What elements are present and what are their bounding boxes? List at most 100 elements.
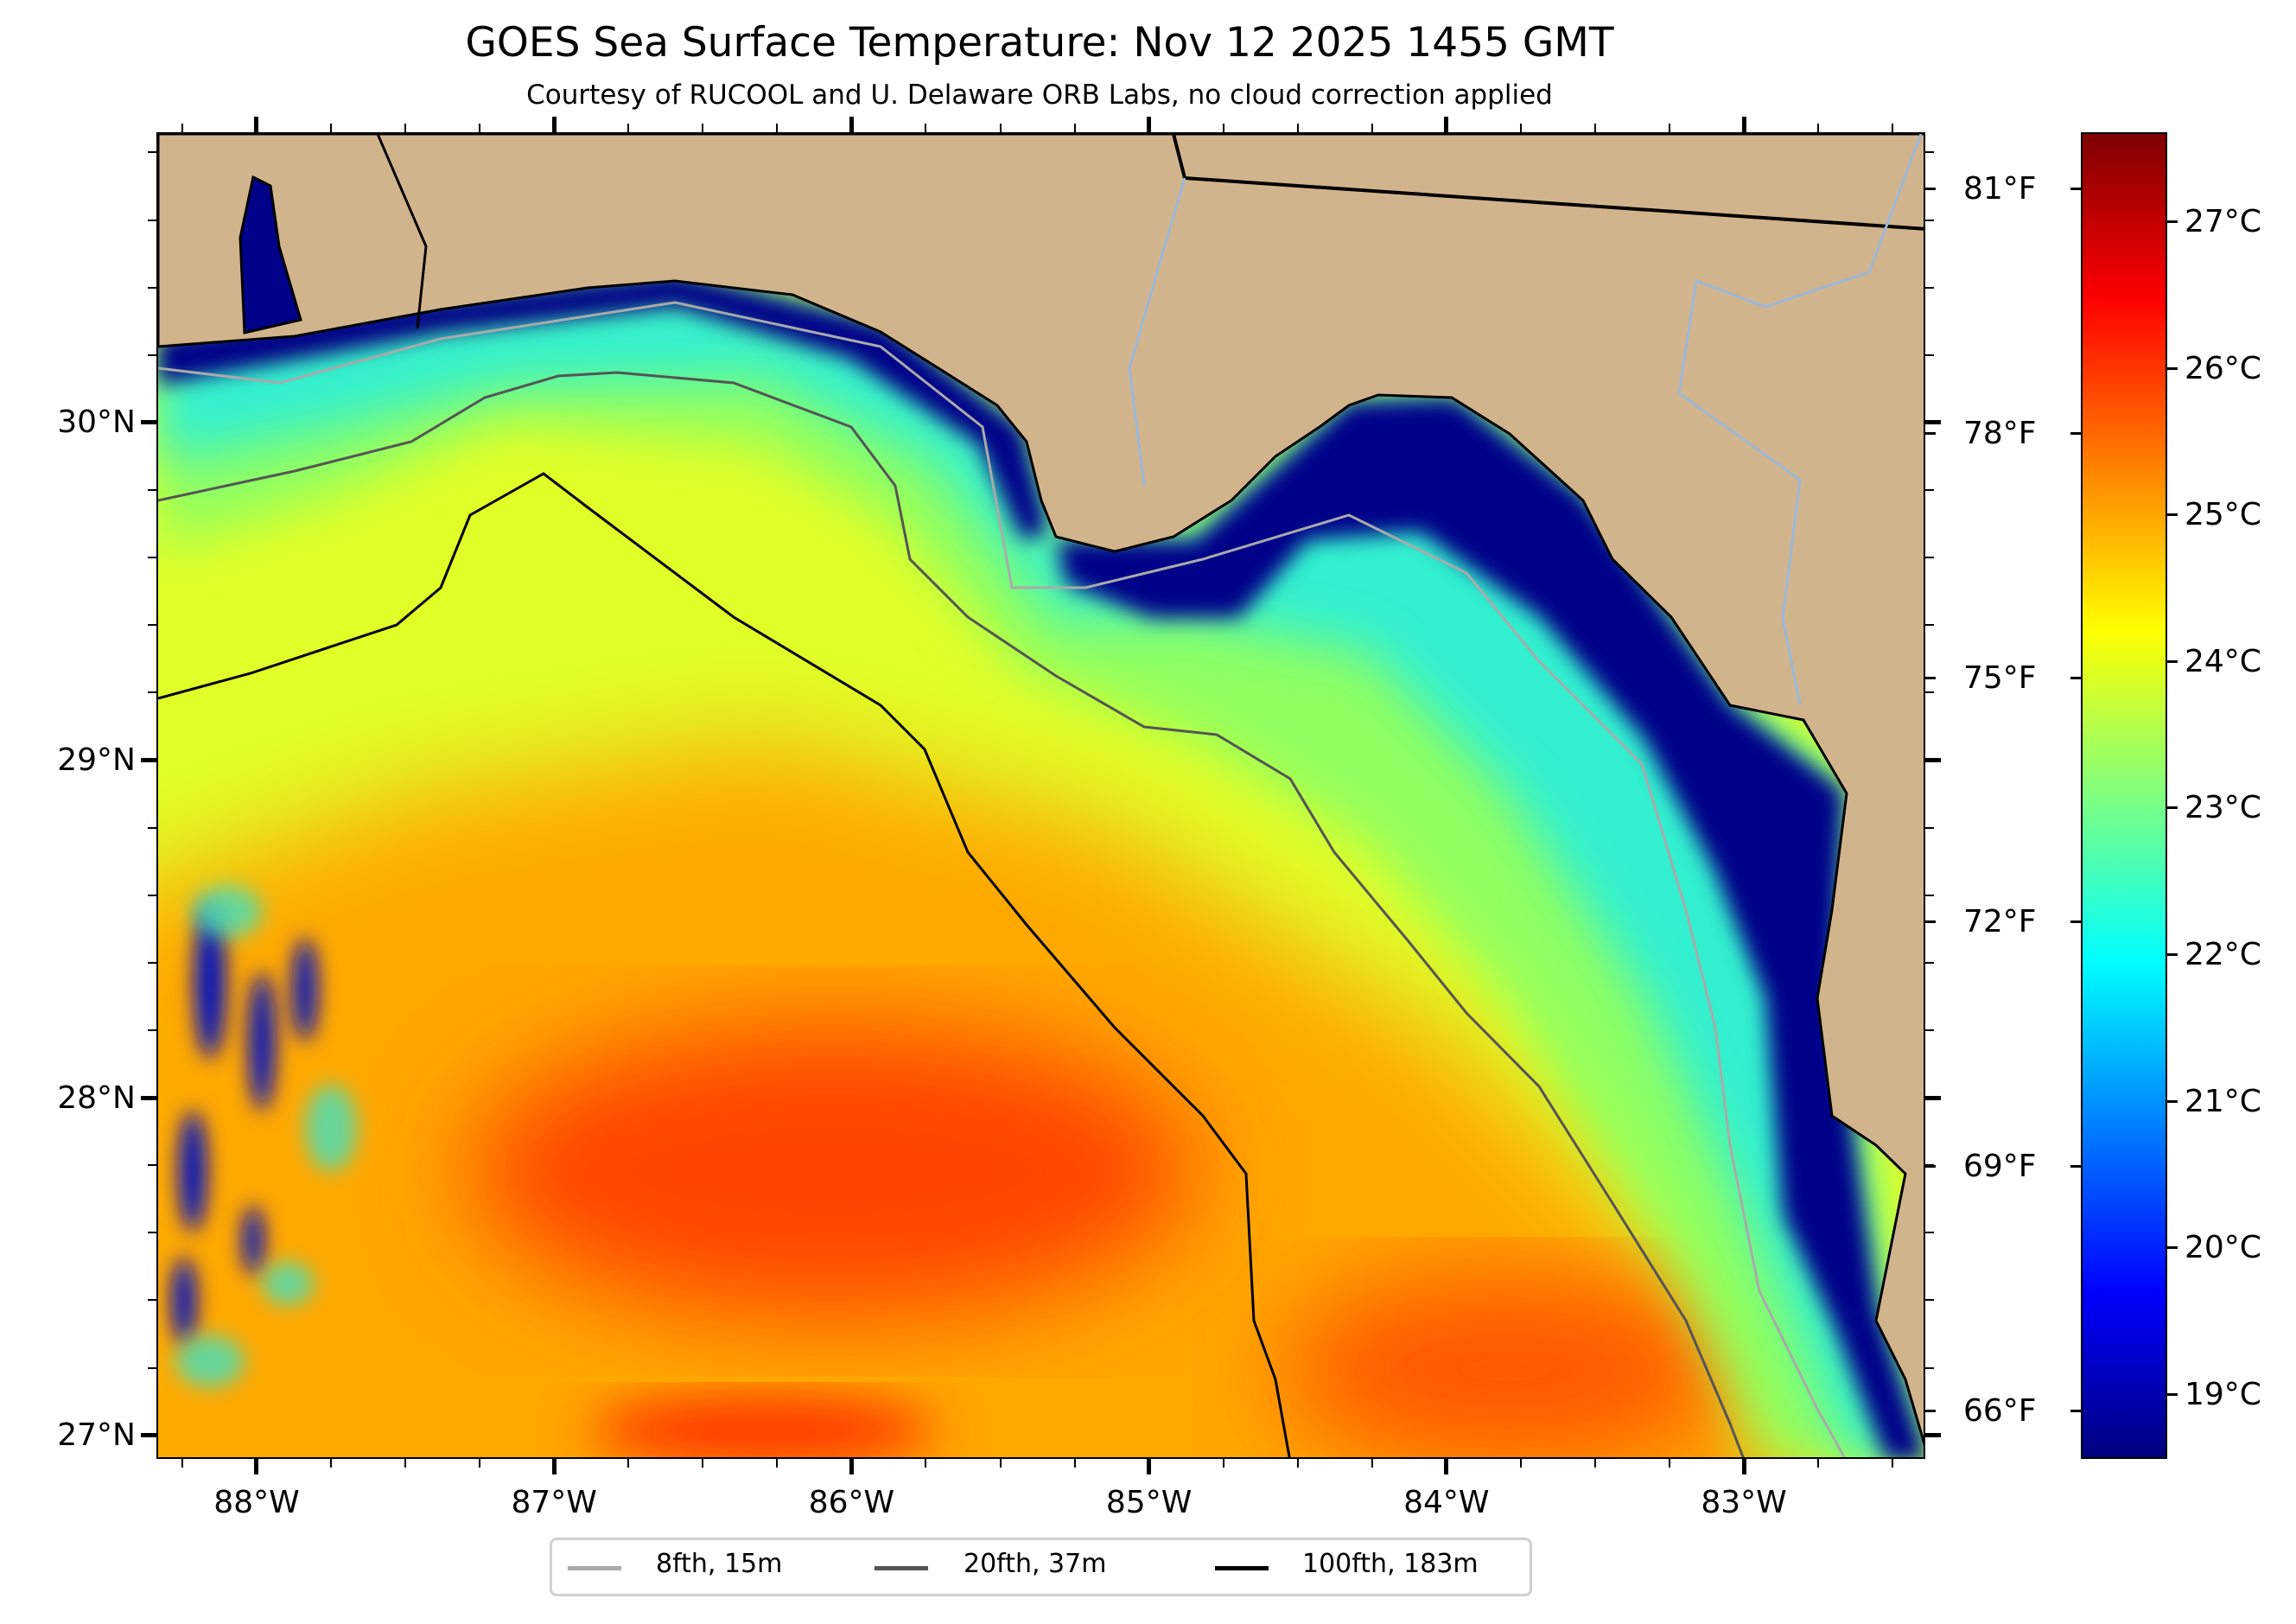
lat-minor-tick-right (1925, 489, 1934, 492)
lon-minor-tick-bottom (1222, 1459, 1224, 1468)
celsius-tick-label: 23°C (2185, 790, 2261, 826)
lon-minor-tick-bottom (627, 1459, 630, 1468)
state-border-al-fl (376, 134, 428, 329)
lon-minor-tick-top (1296, 124, 1299, 132)
lat-tick-label: 30°N (57, 404, 136, 441)
lon-minor-tick-top (1668, 124, 1670, 132)
sst-navy-northcoast (158, 272, 1048, 540)
fahrenheit-tick-colorbar (2070, 920, 2081, 924)
lon-minor-tick-bottom (776, 1459, 779, 1468)
celsius-tick-label: 24°C (2185, 643, 2261, 679)
fahrenheit-tick-label: 75°F (1963, 659, 2037, 696)
lon-minor-tick-bottom (1593, 1459, 1596, 1468)
lat-minor-tick-right (1925, 286, 1934, 289)
lat-minor-tick-right (1925, 894, 1934, 896)
lon-minor-tick-bottom (925, 1459, 927, 1468)
lat-major-tick-left (141, 1433, 156, 1438)
celsius-tick-label: 19°C (2185, 1376, 2261, 1412)
river-apalachicola (1128, 177, 1186, 487)
sst-navy-bigbend (1057, 398, 1924, 1457)
lat-minor-tick-left (148, 1029, 156, 1031)
lat-minor-tick-right (1925, 151, 1934, 154)
lat-minor-tick-left (148, 894, 156, 896)
lon-major-tick-top (254, 117, 259, 132)
lon-minor-tick-top (404, 124, 407, 132)
lon-tick-label: 84°W (1403, 1484, 1490, 1520)
lon-minor-tick-top (925, 124, 927, 132)
lat-minor-tick-left (148, 1232, 156, 1234)
lat-tick-label: 28°N (57, 1079, 136, 1116)
lon-minor-tick-top (1892, 124, 1894, 132)
sst-noisy-west (175, 886, 357, 1387)
fahrenheit-tick-map (1925, 676, 1936, 679)
contour-20fth (158, 371, 1745, 1457)
lon-minor-tick-top (479, 124, 481, 132)
lat-minor-tick-right (1925, 1299, 1934, 1302)
lon-minor-tick-bottom (1519, 1459, 1522, 1468)
lat-minor-tick-right (1925, 557, 1934, 559)
celsius-tick (2167, 513, 2178, 517)
lon-minor-tick-bottom (1668, 1459, 1670, 1468)
lon-minor-tick-bottom (404, 1459, 407, 1468)
lon-minor-tick-top (1817, 124, 1820, 132)
legend-label-8fth: 8fth, 15m (656, 1549, 783, 1579)
lat-minor-tick-right (1925, 353, 1934, 356)
lat-minor-tick-left (148, 557, 156, 559)
lat-minor-tick-right (1925, 691, 1934, 694)
lon-minor-tick-top (1593, 124, 1596, 132)
fahrenheit-tick-label: 72°F (1963, 904, 2037, 940)
lat-minor-tick-left (148, 624, 156, 627)
fahrenheit-tick-label: 81°F (1963, 171, 2037, 207)
fahrenheit-tick-map (1925, 920, 1936, 924)
fahrenheit-tick-colorbar (2070, 188, 2081, 191)
lon-minor-tick-top (330, 124, 333, 132)
sst-hot-southeast (1282, 1275, 1731, 1457)
lat-minor-tick-right (1925, 1232, 1934, 1234)
lon-major-tick-top (551, 117, 557, 132)
lat-major-tick-left (141, 420, 156, 425)
sst-hot-core (469, 1024, 1195, 1318)
lon-major-tick-bottom (1741, 1459, 1746, 1474)
sst-cold-streaks (172, 903, 317, 1344)
legend-swatch-100fth (1215, 1566, 1269, 1570)
lon-minor-tick-top (181, 124, 183, 132)
lon-major-tick-bottom (551, 1459, 557, 1474)
lon-major-tick-top (849, 117, 854, 132)
legend-swatch-8fth (568, 1566, 621, 1570)
fahrenheit-tick-colorbar (2070, 676, 2081, 679)
lat-minor-tick-left (148, 1366, 156, 1369)
lon-minor-tick-top (999, 124, 1002, 132)
lat-major-tick-left (141, 1095, 156, 1100)
lon-minor-tick-top (702, 124, 704, 132)
lat-minor-tick-left (148, 219, 156, 221)
lon-tick-label: 83°W (1701, 1484, 1787, 1520)
lon-minor-tick-bottom (702, 1459, 704, 1468)
lat-minor-tick-right (1925, 826, 1934, 829)
lat-major-tick-right (1925, 420, 1941, 425)
celsius-tick (2167, 953, 2178, 957)
celsius-tick-label: 22°C (2185, 937, 2261, 973)
lon-tick-label: 88°W (213, 1484, 300, 1520)
lat-minor-tick-left (148, 1164, 156, 1167)
celsius-tick-label: 21°C (2185, 1083, 2261, 1119)
lat-major-tick-right (1925, 757, 1941, 762)
celsius-tick (2167, 1099, 2178, 1103)
lon-major-tick-bottom (849, 1459, 854, 1474)
lon-tick-label: 87°W (511, 1484, 597, 1520)
lon-major-tick-bottom (254, 1459, 259, 1474)
lon-major-tick-top (1444, 117, 1449, 132)
fahrenheit-tick-colorbar (2070, 1409, 2081, 1412)
lat-minor-tick-left (148, 151, 156, 154)
legend-label-100fth: 100fth, 183m (1302, 1549, 1479, 1579)
lon-minor-tick-bottom (181, 1459, 183, 1468)
celsius-tick (2167, 806, 2178, 810)
lat-minor-tick-right (1925, 1029, 1934, 1031)
sst-map[interactable] (156, 132, 1925, 1459)
celsius-tick (2167, 220, 2178, 223)
lon-major-tick-top (1741, 117, 1746, 132)
lat-minor-tick-right (1925, 624, 1934, 627)
lon-minor-tick-bottom (330, 1459, 333, 1468)
lat-minor-tick-left (148, 826, 156, 829)
lon-minor-tick-top (1519, 124, 1522, 132)
sst-warm-south (590, 1396, 936, 1457)
